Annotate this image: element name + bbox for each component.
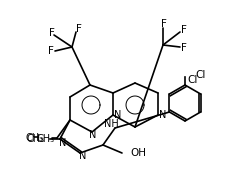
- Text: F: F: [180, 43, 186, 53]
- Text: Cl: Cl: [194, 70, 205, 80]
- Text: N: N: [159, 110, 166, 120]
- Text: CH₃: CH₃: [27, 134, 45, 144]
- Text: F: F: [76, 24, 81, 34]
- Text: CH₃: CH₃: [37, 134, 55, 144]
- Text: N: N: [114, 110, 121, 120]
- Text: NH: NH: [103, 119, 118, 129]
- Text: F: F: [48, 46, 54, 56]
- Text: N: N: [59, 138, 66, 148]
- Text: Cl: Cl: [187, 75, 197, 85]
- Text: N: N: [89, 130, 96, 140]
- Text: F: F: [49, 28, 55, 38]
- Text: OH: OH: [129, 148, 145, 158]
- Text: F: F: [160, 19, 166, 29]
- Text: N: N: [79, 151, 86, 161]
- Text: F: F: [180, 25, 186, 35]
- Text: CH₃: CH₃: [26, 133, 44, 143]
